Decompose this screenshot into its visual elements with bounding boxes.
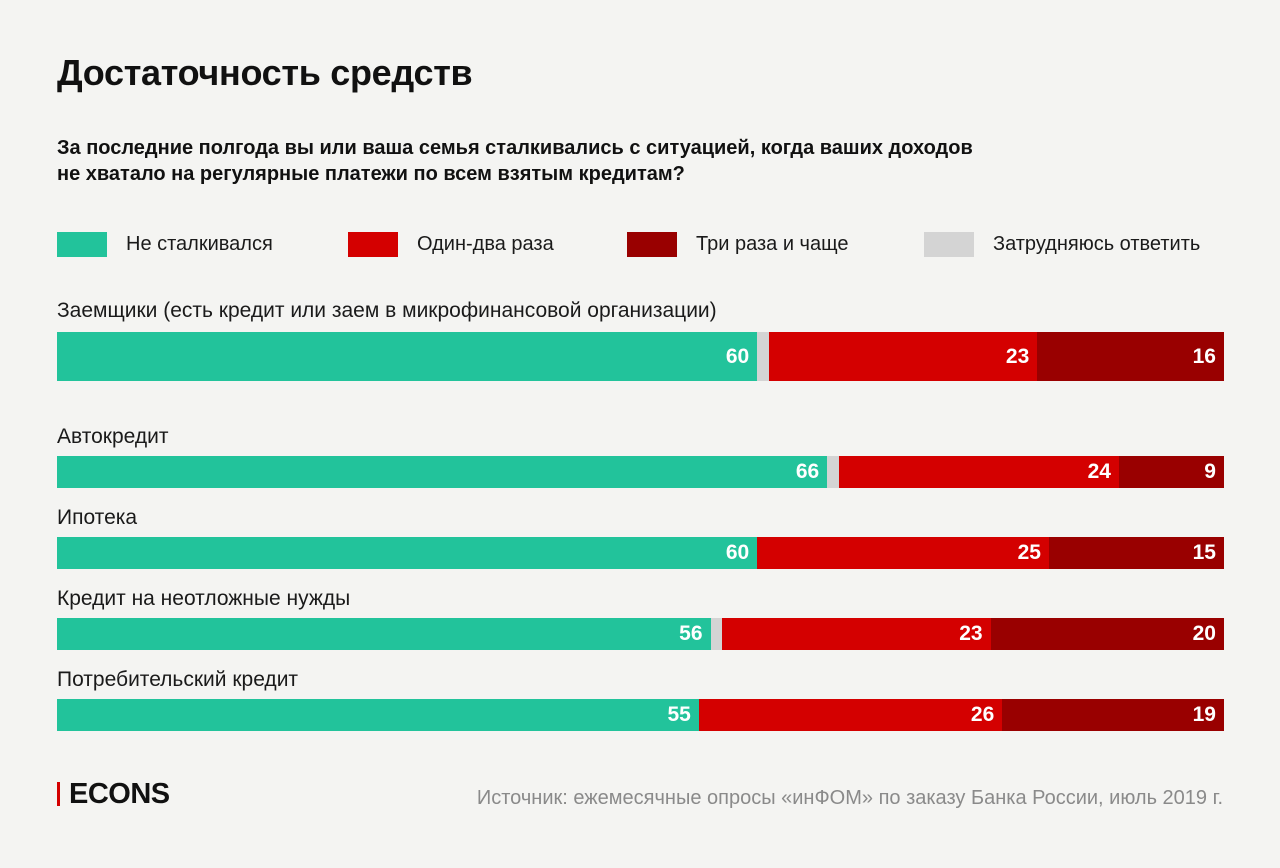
- bar-segment-three-plus-1: 9: [1118, 456, 1224, 488]
- data-label-not-encountered-1: 66: [795, 460, 820, 483]
- bar-segment-three-plus-3: 20: [990, 618, 1224, 650]
- logo-accent-bar: [57, 782, 60, 806]
- bar-label-4: Потребительский кредит: [57, 668, 299, 691]
- data-label-three-plus-2: 15: [1192, 541, 1216, 564]
- bar-segment-not-encountered-0: 60: [57, 332, 758, 381]
- data-label-not-encountered-4: 55: [667, 703, 691, 726]
- legend-label-hard-to-answer: Затрудняюсь ответить: [993, 233, 1201, 255]
- data-label-three-plus-0: 16: [1192, 344, 1216, 368]
- bar-segment-once-twice-4: 26: [698, 699, 1003, 731]
- bar-label-1: Автокредит: [57, 425, 169, 448]
- bar-row-2: 60 25 15: [57, 537, 1224, 569]
- chart-subtitle: За последние полгода вы или ваша семья с…: [57, 135, 1077, 187]
- data-label-not-encountered-3: 56: [679, 622, 703, 645]
- data-label-three-plus-4: 19: [1192, 703, 1216, 726]
- bar-segment-not-encountered-3: 56: [57, 618, 711, 650]
- legend: Не сталкивался Один-два раза Три раза и …: [57, 230, 1237, 258]
- bar-segment-hard-to-answer-1: 1: [827, 456, 855, 488]
- bar-segment-once-twice-1: 24: [838, 456, 1119, 488]
- chart-title: Достаточность средств: [57, 52, 473, 93]
- legend-label-once-twice: Один-два раза: [417, 233, 554, 255]
- bar-segment-three-plus-2: 15: [1048, 537, 1224, 569]
- bar-segment-hard-to-answer-0: 1: [757, 332, 785, 381]
- bar-row-1: 66 1 24 9: [57, 456, 1224, 488]
- bar-segment-three-plus-4: 19: [1002, 699, 1224, 731]
- logo-text: ECONS: [69, 778, 170, 810]
- source-note: Источник: ежемесячные опросы «инФОМ» по …: [476, 787, 1223, 809]
- bar-row-3: 56 1 23 20: [57, 618, 1224, 650]
- bar-segment-not-encountered-1: 66: [57, 456, 828, 488]
- data-label-once-twice-4: 26: [970, 703, 995, 726]
- data-label-three-plus-3: 20: [1192, 622, 1216, 645]
- bar-label-3: Кредит на неотложные нужды: [57, 587, 351, 610]
- bar-row-0: 60 1 23 16: [57, 332, 1224, 381]
- bar-segment-once-twice-0: 23: [768, 332, 1038, 381]
- legend-swatch-hard-to-answer: [924, 232, 974, 257]
- bar-segment-hard-to-answer-3: 1: [710, 618, 738, 650]
- data-label-not-encountered-2: 60: [725, 541, 750, 564]
- bar-label-2: Ипотека: [57, 506, 138, 529]
- bar-segment-not-encountered-2: 60: [57, 537, 758, 569]
- data-label-once-twice-0: 23: [1005, 344, 1030, 368]
- subtitle-line-1: За последние полгода вы или ваша семья с…: [57, 137, 973, 159]
- legend-swatch-not-encountered: [57, 232, 107, 257]
- legend-swatch-three-plus: [627, 232, 677, 257]
- bar-segment-not-encountered-4: 55: [57, 699, 699, 731]
- bar-row-4: 55 26 19: [57, 699, 1224, 731]
- legend-label-not-encountered: Не сталкивался: [126, 233, 273, 255]
- bar-segment-once-twice-3: 23: [722, 618, 991, 650]
- bar-segment-three-plus-0: 16: [1037, 332, 1224, 381]
- legend-swatch-once-twice: [348, 232, 398, 257]
- data-label-once-twice-1: 24: [1087, 460, 1111, 483]
- data-label-three-plus-1: 9: [1204, 460, 1216, 483]
- data-label-not-encountered-0: 60: [725, 344, 750, 368]
- legend-label-three-plus: Три раза и чаще: [696, 233, 849, 255]
- subtitle-line-2: не хватало на регулярные платежи по всем…: [57, 163, 685, 185]
- data-label-once-twice-3: 23: [959, 622, 983, 645]
- data-label-once-twice-2: 25: [1017, 541, 1041, 564]
- bar-segment-once-twice-2: 25: [757, 537, 1049, 569]
- bar-label-0: Заемщики (есть кредит или заем в микрофи…: [57, 299, 717, 322]
